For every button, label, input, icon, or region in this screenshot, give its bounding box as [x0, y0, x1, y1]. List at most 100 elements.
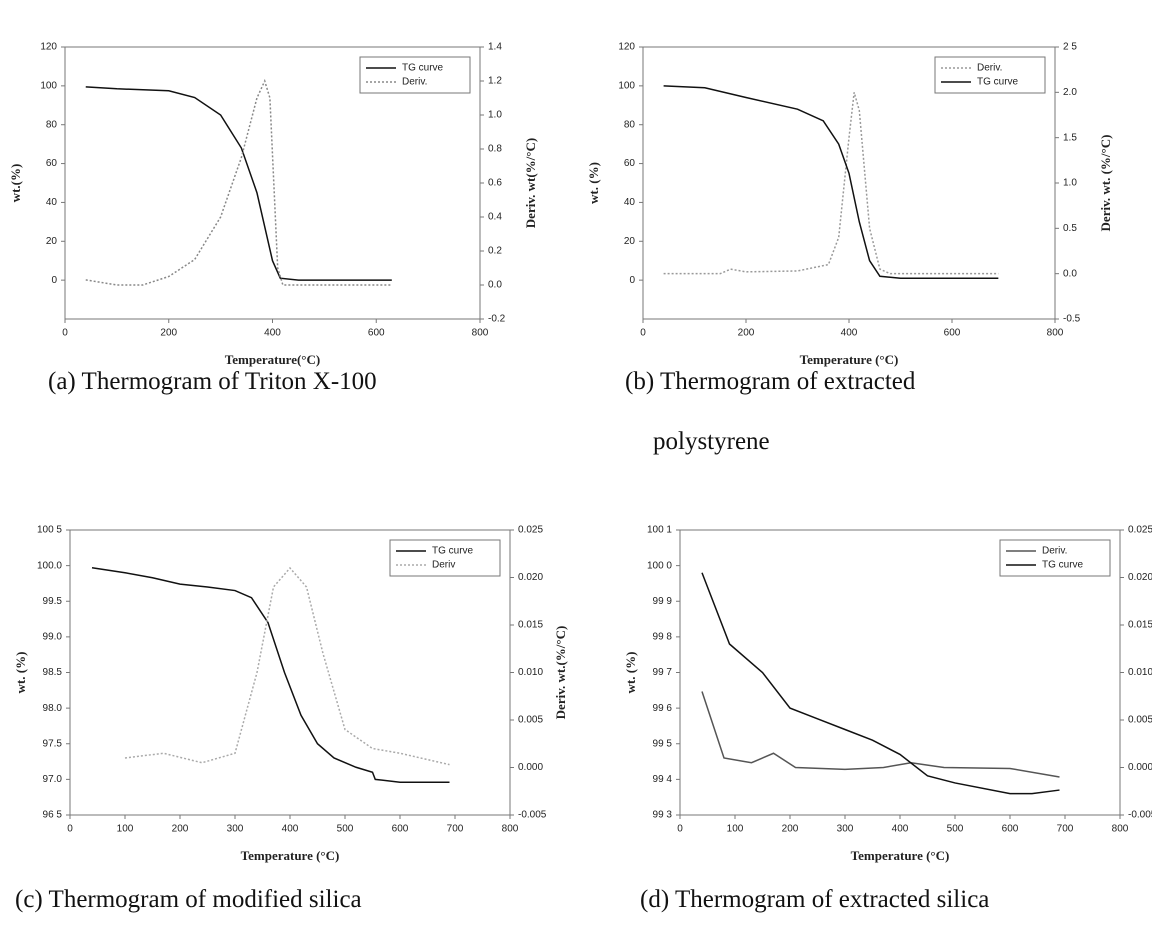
legend-label: Deriv: [432, 560, 455, 571]
legend-label: Deriv.: [977, 63, 1002, 74]
y2-tick-label: 0.025: [1128, 525, 1152, 536]
y-tick-label: 99.5: [43, 596, 63, 607]
y-tick-label: 40: [624, 197, 636, 208]
y2-tick-label: 1.5: [1063, 132, 1077, 143]
legend-label: TG curve: [402, 63, 444, 74]
y-tick-label: 0: [629, 275, 635, 286]
x-tick-label: 200: [738, 328, 755, 339]
data-line: [701, 691, 1060, 778]
x-tick-label: 400: [264, 328, 281, 339]
y-tick-label: 60: [46, 158, 58, 169]
x-tick-label: 400: [282, 824, 299, 835]
y2-tick-label: 0.6: [488, 178, 502, 189]
y2-tick-label: 1.4: [488, 42, 502, 53]
x-tick-label: 300: [837, 824, 854, 835]
y2-axis-title: Deriv. wt. (%/°C): [1098, 135, 1113, 232]
data-line: [701, 572, 1060, 795]
y-tick-label: 99.0: [43, 632, 63, 643]
y-tick-label: 120: [40, 42, 57, 53]
y-tick-label: 80: [46, 119, 58, 130]
legend-label: Deriv.: [1042, 546, 1067, 557]
y2-tick-label: 0.020: [518, 572, 543, 583]
x-tick-label: 800: [1047, 328, 1064, 339]
y-tick-label: 99 4: [653, 774, 673, 785]
y2-axis-title: Deriv. wt(%/°C): [523, 138, 538, 228]
caption: (b) Thermogram of extracted polystyrene: [625, 368, 916, 455]
x-tick-label: 0: [640, 328, 646, 339]
x-tick-label: 600: [1002, 824, 1019, 835]
y-tick-label: 40: [46, 197, 58, 208]
y-tick-label: 98.5: [43, 667, 63, 678]
y2-tick-label: 0.025: [518, 525, 543, 536]
x-tick-label: 800: [1112, 824, 1129, 835]
x-tick-label: 200: [782, 824, 799, 835]
y2-axis-title: Deriv. wt.(%/°C): [553, 626, 568, 720]
y-tick-label: 98.0: [43, 703, 63, 714]
y-tick-label: 100 5: [37, 525, 62, 536]
legend-label: TG curve: [977, 77, 1019, 88]
y-tick-label: 80: [624, 119, 636, 130]
y-tick-label: 99 3: [653, 810, 673, 821]
y-tick-label: 100: [40, 80, 57, 91]
x-tick-label: 600: [944, 328, 961, 339]
y-tick-label: 99 6: [653, 703, 673, 714]
y2-tick-label: -0.005: [1128, 810, 1152, 821]
x-tick-label: 400: [841, 328, 858, 339]
y2-tick-label: 0.005: [518, 715, 543, 726]
y-tick-label: 99 7: [653, 667, 673, 678]
x-tick-label: 600: [392, 824, 409, 835]
x-tick-label: 500: [947, 824, 964, 835]
y2-tick-label: 1.0: [488, 110, 502, 121]
x-tick-label: 800: [502, 824, 519, 835]
y-tick-label: 0: [51, 275, 57, 286]
y-tick-label: 100.0: [37, 560, 62, 571]
y2-tick-label: 0.005: [1128, 715, 1152, 726]
legend-box: [389, 539, 501, 577]
y2-tick-label: 0.015: [518, 620, 543, 631]
caption: (a) Thermogram of Triton X-100: [48, 368, 377, 395]
legend-box: [359, 56, 471, 94]
y2-tick-label: 2 5: [1063, 42, 1077, 53]
y2-tick-label: -0.5: [1063, 314, 1081, 325]
x-tick-label: 700: [447, 824, 464, 835]
x-tick-label: 700: [1057, 824, 1074, 835]
legend-label: TG curve: [432, 546, 474, 557]
y2-tick-label: 0.020: [1128, 572, 1152, 583]
y-tick-label: 97.0: [43, 774, 63, 785]
x-axis-title: Temperature(°C): [225, 352, 320, 367]
x-tick-label: 200: [172, 824, 189, 835]
y2-tick-label: 0.8: [488, 144, 502, 155]
x-tick-label: 0: [62, 328, 68, 339]
y-tick-label: 99 9: [653, 596, 673, 607]
x-axis-title: Temperature (°C): [800, 352, 899, 367]
data-line: [85, 78, 392, 286]
y2-tick-label: 0.010: [518, 667, 543, 678]
legend-label: Deriv.: [402, 77, 427, 88]
caption: (d) Thermogram of extracted silica: [640, 886, 990, 913]
data-line: [91, 567, 450, 783]
y2-tick-label: -0.005: [518, 810, 547, 821]
x-tick-label: 0: [677, 824, 683, 835]
y2-tick-label: 1.2: [488, 76, 502, 87]
y2-tick-label: 0.4: [488, 212, 502, 223]
y2-tick-label: 0.000: [518, 762, 543, 773]
data-line: [85, 86, 392, 281]
y-axis-title: wt. (%): [623, 652, 638, 694]
legend-box: [999, 539, 1111, 577]
y-tick-label: 100 1: [647, 525, 672, 536]
x-axis-title: Temperature (°C): [241, 848, 340, 863]
y2-tick-label: 1.0: [1063, 178, 1077, 189]
y-tick-label: 99 5: [653, 738, 673, 749]
y-axis-title: wt. (%): [586, 162, 601, 204]
y-tick-label: 120: [618, 42, 635, 53]
legend-box: [934, 56, 1046, 94]
x-axis-title: Temperature (°C): [851, 848, 950, 863]
caption: (c) Thermogram of modified silica: [15, 886, 362, 913]
x-tick-label: 100: [117, 824, 134, 835]
x-tick-label: 100: [727, 824, 744, 835]
y-tick-label: 60: [624, 158, 636, 169]
y-tick-label: 99 8: [653, 632, 673, 643]
y2-tick-label: 2.0: [1063, 87, 1077, 98]
y2-tick-label: 0.010: [1128, 667, 1152, 678]
